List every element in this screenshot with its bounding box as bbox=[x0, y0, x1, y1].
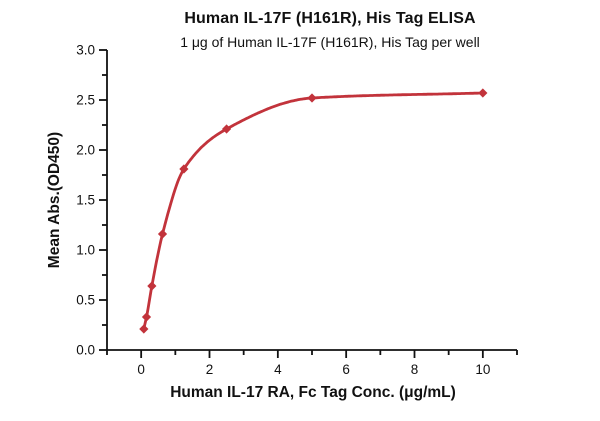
x-tick-label: 2 bbox=[206, 362, 214, 377]
y-tick-label: 0.0 bbox=[76, 343, 95, 358]
x-tick-label: 8 bbox=[411, 362, 419, 377]
data-point-marker bbox=[147, 281, 157, 291]
y-tick-label: 1.5 bbox=[76, 193, 95, 208]
y-tick-label: 0.5 bbox=[76, 293, 95, 308]
x-tick-label: 10 bbox=[475, 362, 490, 377]
x-tick-label: 6 bbox=[342, 362, 350, 377]
data-point-marker bbox=[221, 124, 232, 134]
chart-title: Human IL-17F (H161R), His Tag ELISA bbox=[184, 10, 476, 27]
y-tick-label: 2.0 bbox=[76, 143, 95, 158]
x-axis-label: Human IL-17 RA, Fc Tag Conc. (μg/mL) bbox=[170, 384, 456, 401]
fit-curve bbox=[142, 91, 485, 331]
y-tick-label: 2.5 bbox=[76, 93, 95, 108]
data-point-marker bbox=[478, 88, 488, 98]
data-point-marker bbox=[141, 312, 152, 322]
data-point-marker bbox=[139, 324, 149, 334]
y-tick-label: 1.0 bbox=[76, 243, 95, 258]
data-point-marker bbox=[179, 164, 189, 174]
x-tick-label: 4 bbox=[274, 362, 282, 377]
y-tick-label: 3.0 bbox=[76, 43, 95, 58]
data-point-marker bbox=[157, 229, 168, 239]
x-tick-label: 0 bbox=[137, 362, 145, 377]
data-point-marker bbox=[307, 93, 317, 103]
chart-subtitle: 1 μg of Human IL-17F (H161R), His Tag pe… bbox=[180, 34, 480, 50]
